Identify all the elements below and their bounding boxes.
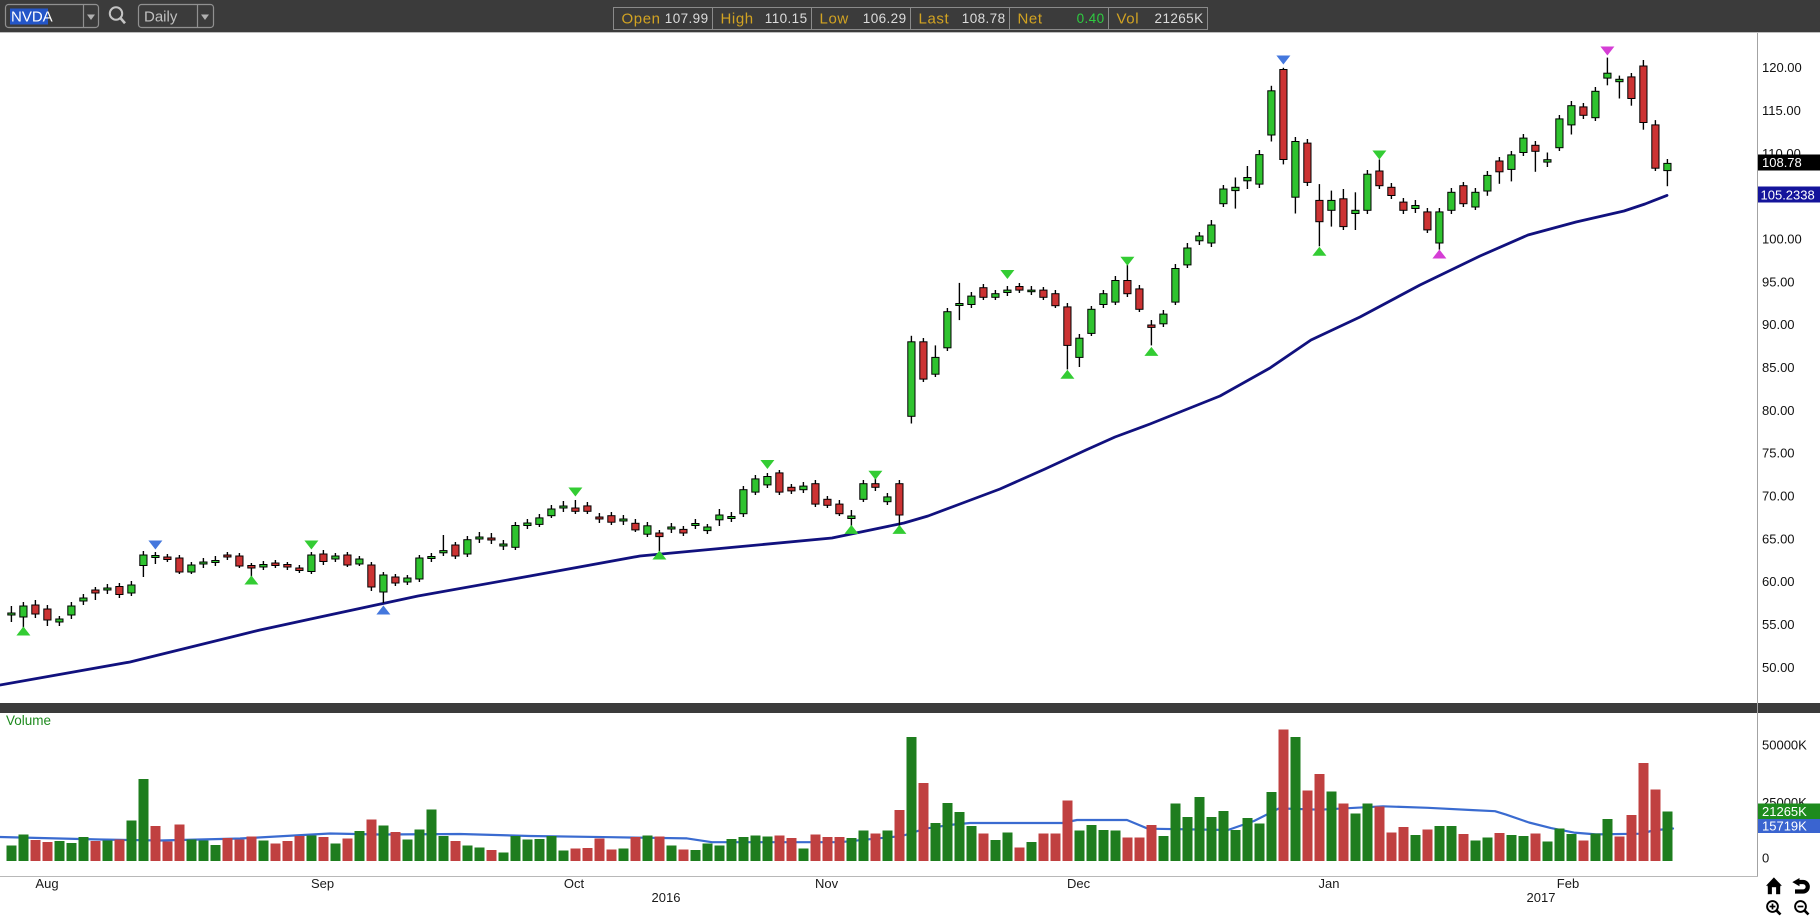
svg-text:0: 0 (1762, 851, 1769, 866)
svg-text:15719K: 15719K (1762, 819, 1807, 834)
svg-text:Nov: Nov (815, 876, 839, 891)
svg-text:Last: Last (919, 11, 950, 28)
svg-text:80.00: 80.00 (1762, 403, 1795, 418)
svg-text:50000K: 50000K (1762, 738, 1807, 753)
svg-text:60.00: 60.00 (1762, 574, 1795, 589)
svg-text:Vol: Vol (1117, 11, 1140, 28)
svg-text:115.00: 115.00 (1762, 103, 1801, 118)
svg-text:Low: Low (820, 11, 849, 28)
svg-text:90.00: 90.00 (1762, 317, 1795, 332)
svg-text:Volume: Volume (6, 713, 51, 728)
svg-text:100.00: 100.00 (1762, 232, 1802, 247)
svg-text:2016: 2016 (652, 890, 681, 905)
svg-text:108.78: 108.78 (1762, 155, 1802, 170)
svg-text:Net: Net (1018, 11, 1043, 28)
svg-text:21265K: 21265K (1155, 11, 1204, 26)
svg-text:95.00: 95.00 (1762, 274, 1795, 289)
svg-text:2017: 2017 (1527, 890, 1556, 905)
svg-text:65.00: 65.00 (1762, 531, 1795, 546)
svg-text:55.00: 55.00 (1762, 617, 1795, 632)
svg-text:Daily: Daily (144, 9, 178, 26)
svg-text:0.40: 0.40 (1077, 11, 1105, 26)
svg-text:High: High (721, 11, 754, 28)
svg-text:21265K: 21265K (1762, 804, 1807, 819)
svg-text:108.78: 108.78 (962, 11, 1006, 26)
svg-text:106.29: 106.29 (863, 11, 907, 26)
svg-text:110.15: 110.15 (765, 11, 808, 26)
svg-text:NVDA: NVDA (11, 9, 53, 26)
svg-text:75.00: 75.00 (1762, 446, 1795, 461)
svg-text:Feb: Feb (1557, 876, 1579, 891)
svg-text:Aug: Aug (35, 876, 58, 891)
svg-text:Sep: Sep (311, 876, 334, 891)
svg-text:Dec: Dec (1067, 876, 1091, 891)
svg-text:70.00: 70.00 (1762, 488, 1795, 503)
svg-text:Open: Open (622, 11, 661, 28)
svg-text:85.00: 85.00 (1762, 360, 1795, 375)
svg-text:120.00: 120.00 (1762, 60, 1802, 75)
svg-text:50.00: 50.00 (1762, 660, 1795, 675)
svg-text:Jan: Jan (1319, 876, 1340, 891)
svg-text:Oct: Oct (564, 876, 585, 891)
svg-text:107.99: 107.99 (665, 11, 709, 26)
svg-text:105.2338: 105.2338 (1761, 188, 1815, 203)
